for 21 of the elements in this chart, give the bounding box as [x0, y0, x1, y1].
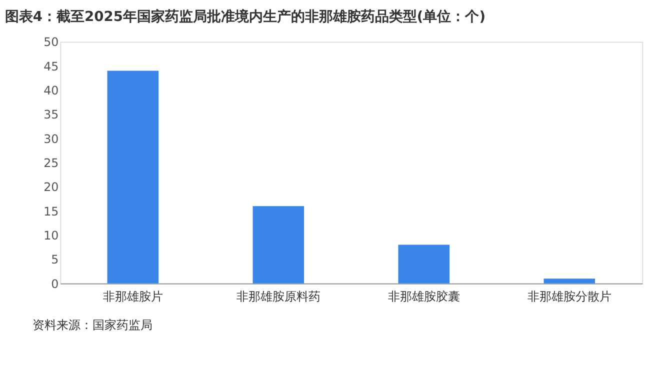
y-tick-label: 25 — [44, 156, 59, 170]
x-tick-label: 非那雄胺原料药 — [236, 290, 320, 304]
x-tick-label: 非那雄胺胶囊 — [388, 290, 460, 304]
x-tick-label: 非那雄胺分散片 — [527, 290, 612, 304]
y-tick-label: 5 — [51, 252, 59, 267]
y-tick-label: 15 — [44, 204, 59, 218]
bar — [544, 278, 596, 284]
bar — [107, 70, 159, 284]
y-tick-label: 10 — [44, 228, 59, 243]
text: 资料来源：国家药监局 — [32, 318, 153, 332]
y-tick-label: 20 — [44, 180, 59, 194]
y-tick-label: 45 — [44, 59, 59, 74]
x-tick-label: 非那雄胺片 — [102, 290, 163, 304]
y-tick-label: 0 — [51, 276, 59, 291]
y-tick-label: 30 — [44, 132, 59, 146]
y-tick-label: 35 — [44, 108, 59, 122]
bar — [398, 244, 450, 284]
y-tick-label: 50 — [44, 35, 59, 50]
bar — [252, 206, 304, 284]
chart-title: 图表4：截至2025年国家药监局批准境内生产的非那雄胺药品类型(单位：个) — [4, 8, 486, 26]
y-tick-label: 40 — [44, 84, 59, 98]
